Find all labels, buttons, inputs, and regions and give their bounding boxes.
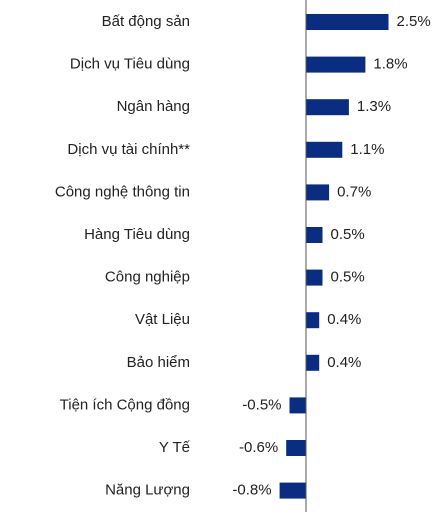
category-label: Tiện ích Cộng đồng [60, 396, 190, 413]
category-label: Dịch vụ Tiêu dùng [70, 56, 190, 73]
value-label: 0.5% [331, 269, 365, 286]
category-label: Ngân hàng [117, 98, 190, 115]
bar [306, 141, 343, 158]
category-label: Dịch vụ tài chính** [67, 141, 190, 158]
category-label: Bất động sản [102, 13, 190, 30]
value-label: 0.7% [337, 183, 371, 200]
bar [306, 312, 320, 329]
value-label: 1.3% [357, 98, 391, 115]
category-label: Công nghệ thông tin [55, 183, 190, 200]
bar [286, 440, 306, 456]
bar [279, 482, 306, 499]
bar [306, 56, 366, 73]
value-label: -0.8% [232, 482, 271, 499]
bar [289, 397, 306, 414]
category-label: Bảo hiểm [127, 354, 190, 371]
category-label: Công nghiệp [105, 269, 190, 286]
value-label: -0.5% [242, 396, 281, 413]
bar [306, 99, 349, 116]
bar [306, 227, 323, 243]
category-label: Hàng Tiêu dùng [84, 226, 190, 243]
value-label: 1.1% [350, 141, 384, 158]
value-label: 0.5% [331, 226, 365, 243]
category-label: Vật Liệu [135, 311, 190, 328]
value-label: 2.5% [397, 13, 431, 30]
value-label: 0.4% [327, 354, 361, 371]
bar [306, 269, 323, 286]
bar [306, 184, 330, 201]
value-label: 1.8% [373, 56, 407, 73]
bar [306, 14, 389, 30]
value-label: -0.6% [239, 439, 278, 456]
category-label: Y Tế [159, 439, 191, 456]
value-label: 0.4% [327, 311, 361, 328]
bar [306, 354, 320, 371]
category-label: Năng Lượng [105, 482, 190, 499]
